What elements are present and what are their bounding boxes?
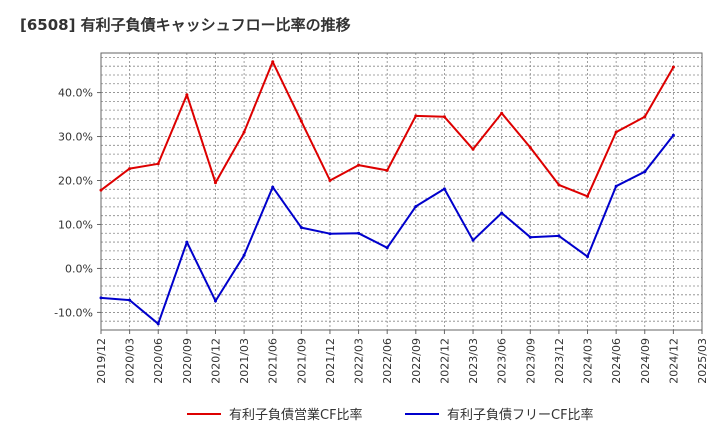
data-point: [500, 111, 504, 115]
data-point: [99, 296, 103, 300]
data-point: [385, 246, 389, 250]
data-point: [357, 231, 361, 235]
x-tick-label: 2019/12: [95, 338, 108, 384]
data-point: [500, 211, 504, 215]
data-point: [414, 204, 418, 208]
y-tick-label: 20.0%: [58, 175, 93, 188]
y-tick-label: 30.0%: [58, 131, 93, 144]
data-point: [357, 163, 361, 167]
x-tick-label: 2023/09: [524, 338, 537, 384]
x-tick-label: 2021/06: [267, 338, 280, 384]
data-point: [471, 238, 475, 242]
x-tick-label: 2022/03: [353, 338, 366, 384]
y-tick-label: -10.0%: [54, 306, 93, 319]
data-point: [385, 168, 389, 172]
y-tick-label: 10.0%: [58, 218, 93, 231]
y-tick-label: 40.0%: [58, 87, 93, 100]
data-point: [671, 65, 675, 69]
data-point: [213, 299, 217, 303]
data-point: [128, 298, 132, 302]
data-point: [185, 93, 189, 97]
x-tick-label: 2020/03: [124, 338, 137, 384]
data-point: [643, 170, 647, 174]
x-tick-label: 2020/09: [181, 338, 194, 384]
data-point: [213, 181, 217, 185]
x-tick-label: 2020/06: [152, 338, 165, 384]
x-tick-label: 2024/03: [582, 338, 595, 384]
data-point: [299, 226, 303, 230]
data-point: [442, 187, 446, 191]
legend-label-1: 有利子負債営業CF比率: [229, 407, 363, 423]
data-point: [242, 130, 246, 134]
data-point: [586, 255, 590, 259]
data-point: [586, 194, 590, 198]
data-point: [643, 115, 647, 119]
plot-frame: [100, 52, 703, 331]
data-point: [614, 130, 618, 134]
data-point: [242, 253, 246, 257]
data-point: [271, 60, 275, 64]
x-tick-label: 2024/06: [610, 338, 623, 384]
legend-label-2: 有利子負債フリーCF比率: [447, 407, 594, 423]
data-point: [156, 322, 160, 326]
chart-title: [6508] 有利子負債キャッシュフロー比率の推移: [20, 16, 351, 34]
data-point: [328, 232, 332, 236]
x-tick-label: 2020/12: [209, 338, 222, 384]
x-tick-label: 2023/12: [553, 338, 566, 384]
data-point: [414, 114, 418, 118]
data-point: [99, 188, 103, 192]
x-tick-label: 2025/03: [696, 338, 709, 384]
data-point: [442, 115, 446, 119]
y-tick-label: 0.0%: [65, 262, 93, 275]
data-point: [299, 119, 303, 123]
data-point: [185, 240, 189, 244]
x-tick-label: 2023/06: [496, 338, 509, 384]
data-point: [614, 184, 618, 188]
x-tick-label: 2021/09: [295, 338, 308, 384]
x-tick-label: 2022/09: [410, 338, 423, 384]
data-point: [528, 235, 532, 239]
data-point: [557, 183, 561, 187]
data-point: [557, 234, 561, 238]
data-point: [271, 185, 275, 189]
x-tick-label: 2024/09: [639, 338, 652, 384]
data-point: [671, 133, 675, 137]
x-tick-label: 2021/03: [238, 338, 251, 384]
data-point: [528, 146, 532, 150]
data-point: [328, 179, 332, 183]
data-point: [156, 162, 160, 166]
x-tick-label: 2023/03: [467, 338, 480, 384]
data-point: [128, 167, 132, 171]
x-tick-label: 2022/12: [438, 338, 451, 384]
x-tick-label: 2021/12: [324, 338, 337, 384]
data-point: [471, 147, 475, 151]
x-tick-label: 2024/12: [667, 338, 680, 384]
x-tick-label: 2022/06: [381, 338, 394, 384]
